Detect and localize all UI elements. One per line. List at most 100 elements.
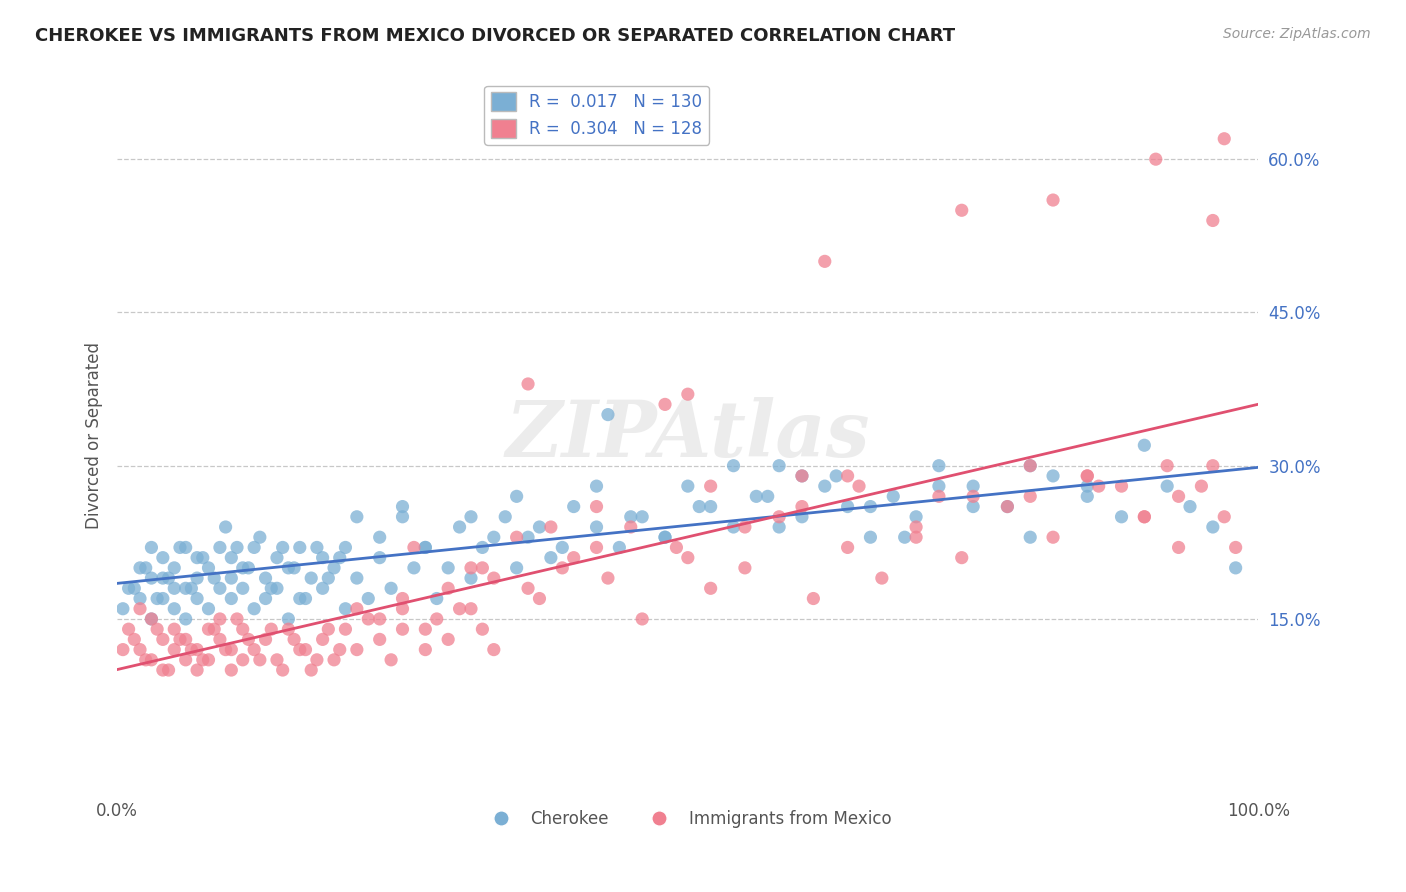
Point <box>837 500 859 514</box>
Point <box>1133 509 1156 524</box>
Point <box>335 601 357 615</box>
Point <box>129 591 152 606</box>
Point <box>243 642 266 657</box>
Point <box>540 550 562 565</box>
Point <box>174 653 197 667</box>
Point <box>288 541 311 555</box>
Point <box>1111 509 1133 524</box>
Point <box>221 642 243 657</box>
Point <box>790 469 813 483</box>
Point <box>346 642 368 657</box>
Point <box>163 561 186 575</box>
Point <box>368 550 391 565</box>
Point <box>471 622 494 636</box>
Point <box>197 601 219 615</box>
Point <box>174 612 197 626</box>
Point <box>631 612 654 626</box>
Point <box>494 509 516 524</box>
Point <box>676 387 699 401</box>
Point <box>1076 469 1098 483</box>
Point <box>426 591 449 606</box>
Point <box>1189 479 1212 493</box>
Point <box>329 642 352 657</box>
Point <box>283 632 305 647</box>
Point <box>1156 458 1178 473</box>
Point <box>186 571 208 585</box>
Point <box>271 541 294 555</box>
Point <box>260 622 283 636</box>
Point <box>380 653 402 667</box>
Point <box>688 500 710 514</box>
Point <box>169 632 191 647</box>
Point <box>221 591 243 606</box>
Point <box>859 500 882 514</box>
Point <box>437 582 460 596</box>
Point <box>266 550 288 565</box>
Point <box>1042 469 1064 483</box>
Point <box>402 541 425 555</box>
Point <box>585 500 607 514</box>
Point <box>905 520 928 534</box>
Point <box>505 561 527 575</box>
Point <box>186 550 208 565</box>
Point <box>654 397 676 411</box>
Point <box>995 500 1018 514</box>
Point <box>135 653 157 667</box>
Point <box>232 582 254 596</box>
Point <box>226 541 249 555</box>
Point <box>288 591 311 606</box>
Point <box>141 612 163 626</box>
Point <box>214 520 236 534</box>
Point <box>482 571 505 585</box>
Point <box>232 622 254 636</box>
Point <box>609 541 631 555</box>
Point <box>1076 469 1098 483</box>
Point <box>311 632 333 647</box>
Point <box>202 571 225 585</box>
Point <box>157 663 180 677</box>
Point <box>163 622 186 636</box>
Point <box>180 582 202 596</box>
Point <box>962 479 984 493</box>
Point <box>391 509 413 524</box>
Point <box>814 254 837 268</box>
Point <box>790 509 813 524</box>
Point <box>305 653 328 667</box>
Point <box>596 571 619 585</box>
Point <box>962 500 984 514</box>
Point <box>254 591 277 606</box>
Point <box>368 632 391 647</box>
Point <box>391 601 413 615</box>
Point <box>214 642 236 657</box>
Point <box>1144 152 1167 166</box>
Point <box>249 530 271 544</box>
Point <box>562 550 585 565</box>
Point <box>734 520 756 534</box>
Point <box>124 582 146 596</box>
Point <box>391 622 413 636</box>
Point <box>837 469 859 483</box>
Point <box>208 612 231 626</box>
Point <box>323 653 346 667</box>
Point <box>551 561 574 575</box>
Point <box>277 561 299 575</box>
Point <box>380 582 402 596</box>
Point <box>449 520 471 534</box>
Point <box>859 530 882 544</box>
Point <box>323 561 346 575</box>
Point <box>299 571 322 585</box>
Point <box>1042 530 1064 544</box>
Point <box>699 479 721 493</box>
Point <box>1019 458 1042 473</box>
Point <box>163 642 186 657</box>
Point <box>335 622 357 636</box>
Text: ZIPAtlas: ZIPAtlas <box>506 397 870 474</box>
Point <box>654 530 676 544</box>
Point <box>294 642 316 657</box>
Point <box>208 582 231 596</box>
Point <box>551 541 574 555</box>
Point <box>620 520 643 534</box>
Point <box>415 541 437 555</box>
Legend: Cherokee, Immigrants from Mexico: Cherokee, Immigrants from Mexico <box>477 803 898 834</box>
Point <box>471 541 494 555</box>
